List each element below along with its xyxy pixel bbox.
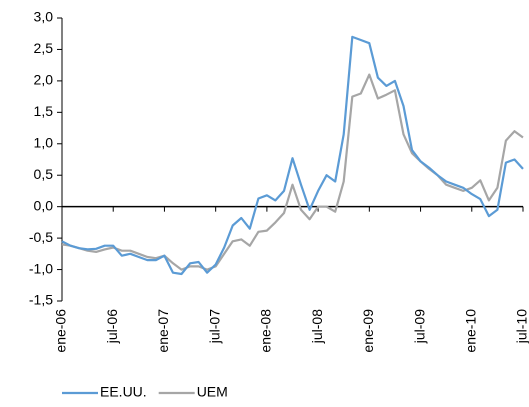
x-tick-label: jul-07 — [206, 309, 222, 344]
y-tick-label: -1,0 — [29, 260, 53, 276]
y-tick-label: -0,5 — [29, 229, 53, 245]
x-tick-label: ene-09 — [360, 309, 376, 353]
y-tick-label: -1,5 — [29, 292, 53, 308]
x-tick-label: ene-07 — [155, 309, 171, 353]
y-tick-label: 2,5 — [34, 40, 54, 56]
x-tick-label: ene-06 — [53, 309, 69, 353]
y-tick-label: 1,5 — [34, 103, 54, 119]
y-tick-label: 1,0 — [34, 134, 54, 150]
line-series — [61, 73, 524, 271]
x-tick-label: ene-10 — [462, 309, 478, 353]
x-tick-label: jul-09 — [411, 309, 427, 344]
line-series — [61, 35, 524, 276]
y-tick-label: 3,0 — [34, 9, 54, 25]
x-tick-label: jul-10 — [514, 309, 529, 344]
x-tick-label: jul-06 — [104, 309, 120, 344]
y-tick-label: 2,0 — [34, 72, 54, 88]
x-tick-label: jul-08 — [309, 309, 325, 344]
legend-label: UEM — [197, 384, 228, 400]
y-tick-label: 0,0 — [34, 197, 54, 213]
x-tick-label: ene-08 — [258, 309, 274, 353]
y-tick-label: 0,5 — [34, 166, 54, 182]
legend-label: EE.UU. — [100, 384, 147, 400]
